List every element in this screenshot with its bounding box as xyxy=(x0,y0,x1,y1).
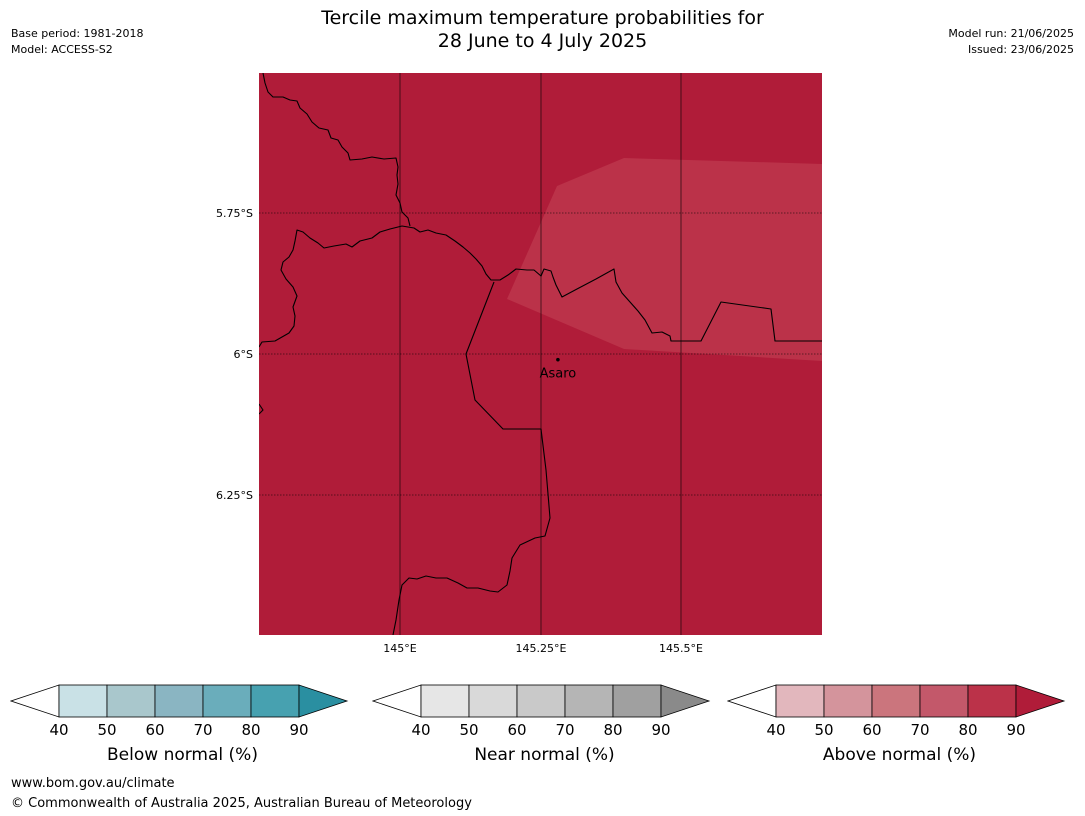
colorbar-segment xyxy=(823,684,873,718)
colorbar-segment xyxy=(919,684,969,718)
colorbar-lower-extend xyxy=(372,684,422,718)
map-metadata-right: Model run: 21/06/2025 Issued: 23/06/2025 xyxy=(948,26,1074,58)
colorbar-segment xyxy=(154,684,204,718)
colorbar-lower-extend xyxy=(727,684,777,718)
colorbar-tick-label: 50 xyxy=(97,721,116,739)
colorbar-graphic: 40 50 60 70 80 90 xyxy=(372,684,711,739)
above-normal-colorbar: 40 50 60 70 80 90 Above normal (%) xyxy=(727,680,1072,770)
colorbar-tick-label: 80 xyxy=(958,721,977,739)
colorbar-upper-extend xyxy=(1015,684,1066,718)
colorbar-tick-label: 70 xyxy=(910,721,929,739)
base-period-text: Base period: 1981-2018 xyxy=(11,27,144,40)
lon-label-145-5e: 145.5°E xyxy=(659,642,703,655)
lat-label-5-75s: 5.75°S xyxy=(216,207,253,220)
colorbar-segment xyxy=(967,684,1017,718)
colorbar-tick-label: 90 xyxy=(289,721,308,739)
model-text: Model: ACCESS-S2 xyxy=(11,43,113,56)
colorbar-tick-label: 90 xyxy=(651,721,670,739)
colorbar-tick-label: 60 xyxy=(862,721,881,739)
colorbar-segment xyxy=(516,684,566,718)
colorbar-tick-label: 50 xyxy=(459,721,478,739)
colorbar-tick-label: 90 xyxy=(1006,721,1025,739)
colorbar-upper-extend xyxy=(298,684,349,718)
colorbar-segment xyxy=(420,684,470,718)
model-run-text: Model run: 21/06/2025 xyxy=(948,27,1074,40)
footer-copyright: © Commonwealth of Australia 2025, Austra… xyxy=(11,796,472,811)
colorbar-tick-label: 60 xyxy=(145,721,164,739)
colorbar-segment xyxy=(612,684,662,718)
title-line-2: 28 June to 4 July 2025 xyxy=(437,30,648,52)
colorbar-tick-label: 50 xyxy=(814,721,833,739)
colorbar-segment xyxy=(106,684,156,718)
colorbar-lower-extend xyxy=(10,684,60,718)
footer-url: www.bom.gov.au/climate xyxy=(11,776,175,791)
colorbar-tick-label: 80 xyxy=(603,721,622,739)
colorbar-tick-label: 40 xyxy=(411,721,430,739)
map-metadata-left: Base period: 1981-2018 Model: ACCESS-S2 xyxy=(11,26,143,58)
near-normal-colorbar: 40 50 60 70 80 90 Near normal (%) xyxy=(372,680,717,770)
place-label-asaro: Asaro xyxy=(540,367,577,382)
colorbar-upper-extend xyxy=(660,684,711,718)
above-normal-legend-title: Above normal (%) xyxy=(822,745,977,765)
colorbar-segment xyxy=(871,684,921,718)
colorbar-segment xyxy=(564,684,614,718)
above-normal-80-region xyxy=(507,158,822,361)
province-border xyxy=(262,73,411,227)
colorbar-segment xyxy=(468,684,518,718)
probability-map: 5.75°S 6°S 6.25°S 145°E 145.25°E 145.5°E… xyxy=(216,73,822,655)
page-footer: www.bom.gov.au/climate © Commonwealth of… xyxy=(11,774,472,814)
below-normal-colorbar: 40 50 60 70 80 90 Below normal (%) xyxy=(10,680,355,770)
below-normal-legend-title: Below normal (%) xyxy=(107,745,258,765)
issued-text: Issued: 23/06/2025 xyxy=(967,43,1074,56)
lon-label-145e: 145°E xyxy=(383,642,416,655)
colorbar-tick-label: 40 xyxy=(766,721,785,739)
map-gridlines xyxy=(259,73,822,635)
province-border xyxy=(392,281,551,635)
province-border xyxy=(259,225,822,348)
lat-label-6-25s: 6.25°S xyxy=(216,489,253,502)
colorbar-segment xyxy=(250,684,300,718)
place-marker-asaro xyxy=(556,357,560,362)
map-title: Tercile maximum temperature probabilitie… xyxy=(0,7,1085,53)
colorbar-graphic: 40 50 60 70 80 90 xyxy=(10,684,349,739)
colorbar-segment xyxy=(775,684,825,718)
colorbar-tick-label: 80 xyxy=(241,721,260,739)
colorbar-tick-label: 70 xyxy=(555,721,574,739)
colorbar-segment xyxy=(58,684,108,718)
colorbar-graphic: 40 50 60 70 80 90 xyxy=(727,684,1066,739)
near-normal-legend-title: Near normal (%) xyxy=(474,745,615,765)
colorbar-tick-label: 70 xyxy=(193,721,212,739)
colorbar-segment xyxy=(202,684,252,718)
province-border xyxy=(259,403,264,415)
colorbar-tick-label: 40 xyxy=(49,721,68,739)
colorbar-tick-label: 60 xyxy=(507,721,526,739)
province-borders xyxy=(259,73,822,635)
lon-label-145-25e: 145.25°E xyxy=(516,642,567,655)
lat-label-6s: 6°S xyxy=(234,348,253,361)
title-line-1: Tercile maximum temperature probabilitie… xyxy=(321,7,764,29)
